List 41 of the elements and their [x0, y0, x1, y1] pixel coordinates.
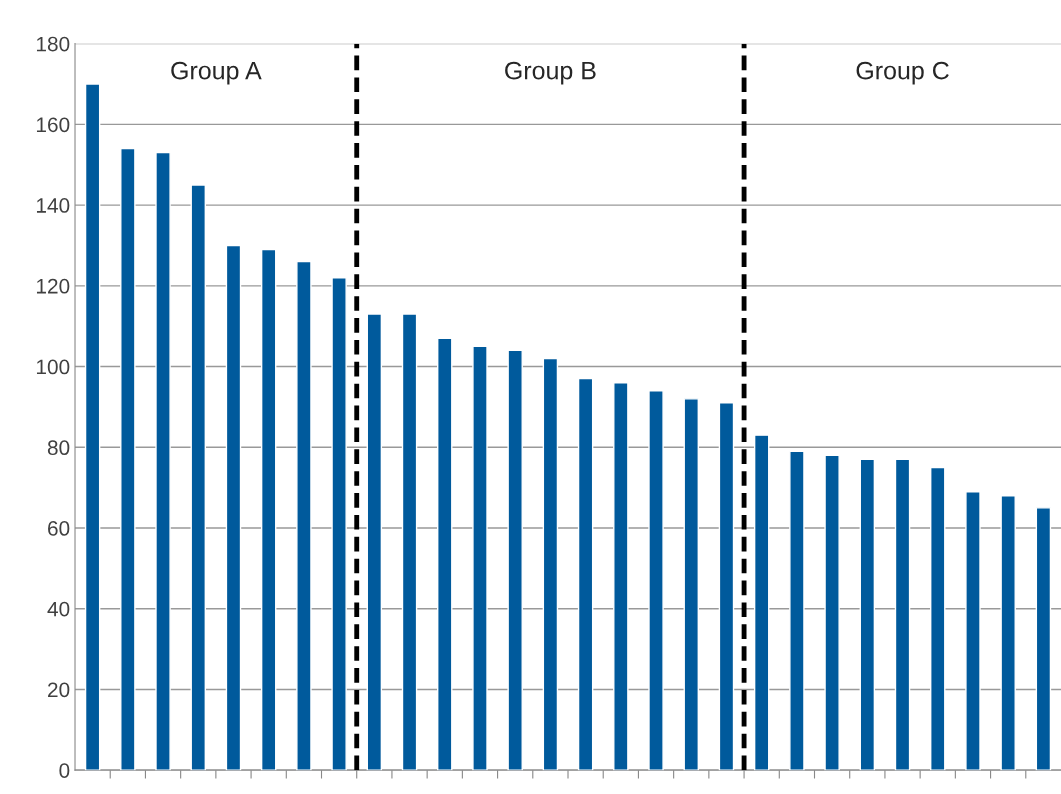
y-tick-label: 0	[59, 763, 70, 778]
bar	[613, 382, 629, 771]
bar	[894, 458, 911, 771]
bar	[789, 450, 805, 771]
bar	[930, 466, 946, 771]
bar	[542, 357, 559, 771]
annotation: Group C	[856, 61, 949, 85]
bar	[225, 244, 242, 771]
bar	[824, 454, 840, 771]
bar	[718, 402, 735, 771]
bar	[683, 398, 699, 771]
bar	[1000, 495, 1016, 771]
bar	[507, 349, 523, 771]
bar	[753, 434, 770, 771]
bar	[366, 313, 383, 771]
y-tick-label: 80	[47, 440, 70, 456]
bar	[190, 184, 206, 771]
bar	[472, 345, 488, 771]
bar	[648, 390, 664, 771]
bar	[577, 377, 594, 771]
annotation: Group A	[171, 61, 262, 85]
bar	[331, 277, 347, 771]
y-tick-label: 40	[47, 601, 70, 617]
y-tick-label: 100	[36, 359, 70, 375]
bar	[1035, 507, 1052, 771]
y-tick-label: 180	[36, 36, 70, 52]
annotation: Group B	[505, 61, 596, 85]
bar	[84, 83, 101, 771]
bar	[437, 337, 453, 771]
bar	[260, 248, 277, 771]
bar	[859, 458, 876, 771]
bar	[296, 260, 312, 771]
bar	[965, 490, 981, 771]
y-tick-label: 60	[48, 521, 70, 536]
bar	[155, 151, 171, 771]
y-tick-label: 160	[36, 117, 70, 133]
bar	[401, 313, 418, 771]
y-tick-label: 20	[48, 682, 70, 698]
bar	[120, 147, 136, 771]
y-tick-label: 140	[36, 198, 70, 213]
y-tick-label: 120	[36, 278, 70, 294]
